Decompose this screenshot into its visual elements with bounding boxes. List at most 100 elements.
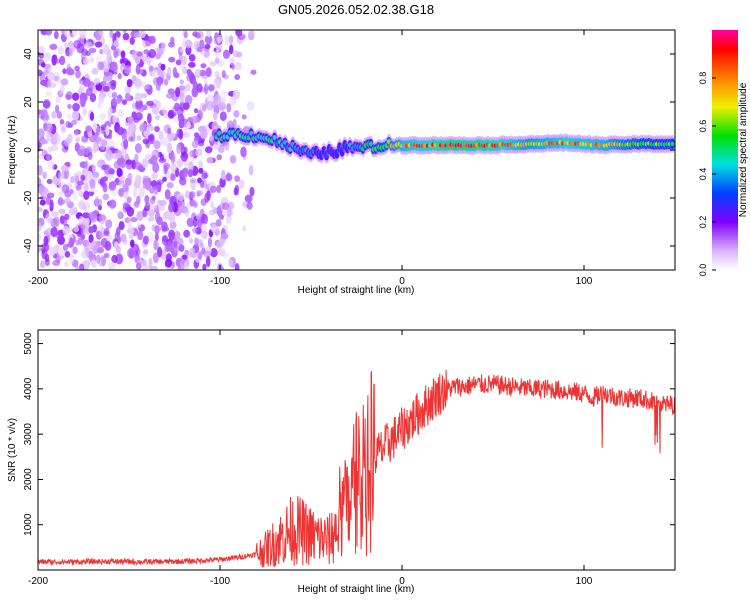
heatmap-noise-cell	[184, 190, 190, 199]
heatmap-noise-cell	[84, 160, 89, 169]
heatmap-noise-cell	[127, 116, 134, 124]
heatmap-noise-cell	[129, 239, 135, 248]
snr-series-line	[38, 369, 675, 568]
heatmap-noise-cell	[60, 84, 65, 94]
heatmap-noise-cell	[43, 69, 49, 76]
heatmap-noise-cell	[173, 72, 180, 79]
heatmap-noise-cell	[170, 153, 176, 164]
heatmap-noise-cell	[38, 232, 41, 243]
heatmap-noise-cell	[189, 150, 196, 158]
heatmap-noise-cell	[168, 56, 176, 63]
x-tick-label: -100	[210, 576, 230, 587]
heatmap-noise-cell	[238, 179, 245, 189]
heatmap-noise-cell	[116, 167, 123, 177]
heatmap-noise-cell	[213, 94, 222, 106]
heatmap-noise-cell	[226, 207, 232, 217]
heatmap-noise-cell	[91, 67, 99, 75]
heatmap-noise-cell	[88, 47, 97, 54]
heatmap-noise-cell	[146, 112, 152, 124]
heatmap-noise-cell	[246, 201, 253, 210]
y-tick-label: 1000	[23, 513, 34, 536]
heatmap-noise-cell	[216, 205, 222, 217]
heatmap-noise-cell	[106, 90, 114, 98]
heatmap-noise-cell	[186, 217, 194, 228]
heatmap-noise-cell	[72, 110, 80, 121]
heatmap-noise-cell	[52, 259, 60, 267]
heatmap-noise-cell	[107, 106, 113, 117]
heatmap-noise-cell	[124, 217, 130, 224]
heatmap-noise-cell	[200, 63, 207, 69]
heatmap-noise-cell	[156, 216, 163, 226]
heatmap-noise-cell	[194, 237, 199, 247]
heatmap-noise-cell	[44, 253, 50, 263]
heatmap-noise-cell	[246, 100, 255, 111]
heatmap-noise-cell	[46, 130, 51, 141]
snr-x-axis-label: Height of straight line (km)	[298, 584, 415, 595]
heatmap-noise-cell	[96, 54, 102, 64]
heatmap-noise-cell	[122, 191, 129, 199]
heatmap-noise-cell	[144, 195, 150, 204]
heatmap-noise-cell	[136, 222, 142, 228]
heatmap-noise-cell	[73, 226, 80, 233]
heatmap-noise-cell	[219, 111, 227, 122]
heatmap-noise-cell	[61, 145, 69, 153]
heatmap-noise-cell	[65, 67, 73, 76]
heatmap-noise-cell	[183, 260, 190, 270]
heatmap-noise-cell	[135, 63, 141, 75]
heatmap-noise-cell	[167, 127, 172, 135]
heatmap-noise-cell	[164, 258, 173, 268]
heatmap-noise-cell	[179, 47, 187, 53]
heatmap-noise-cell	[86, 242, 91, 253]
heatmap-noise-cell	[151, 106, 160, 115]
heatmap-noise-cell	[207, 237, 213, 248]
heatmap-noise-cell	[228, 35, 234, 45]
heatmap-noise-cell	[142, 248, 149, 255]
x-tick-label: 0	[399, 276, 405, 287]
heatmap-noise-cell	[85, 125, 92, 132]
heatmap-noise-cell	[75, 137, 81, 143]
heatmap-noise-cell	[249, 186, 255, 197]
heatmap-noise-cell	[250, 69, 257, 75]
heatmap-noise-cell	[232, 89, 241, 100]
heatmap-noise-cell	[77, 149, 86, 157]
heatmap-noise-cell	[209, 61, 216, 67]
heatmap-noise-cell	[140, 92, 148, 99]
y-tick-label: 40	[23, 48, 34, 60]
heatmap-noise-cell	[170, 163, 178, 172]
heatmap-noise-cell	[62, 225, 70, 236]
heatmap-noise-cell	[154, 126, 160, 133]
heatmap-noise-cell	[229, 155, 237, 164]
colorbar-tick-label: 0.2	[698, 216, 708, 229]
heatmap-noise-cell	[173, 117, 179, 123]
heatmap-noise-cell	[174, 230, 181, 240]
heatmap-noise-cell	[106, 75, 113, 82]
heatmap-noise-cell	[176, 158, 183, 167]
heatmap-noise-cell	[184, 39, 193, 49]
heatmap-noise-cell	[122, 32, 130, 41]
y-tick-label: -40	[23, 238, 34, 253]
heatmap-noise-cell	[38, 177, 41, 186]
colorbar-ticks: 0.0 0.2 0.4 0.6 0.8	[698, 72, 716, 277]
snr-y-axis-label: SNR (10 * v/v)	[7, 418, 18, 482]
heatmap-noise-cell	[147, 216, 155, 222]
heatmap-noise-cell	[212, 111, 218, 121]
heatmap-noise-cell	[144, 202, 151, 210]
heatmap-noise-cell	[111, 153, 117, 159]
heatmap-noise-cell	[126, 78, 133, 88]
heatmap-noise-cell	[92, 142, 98, 154]
heatmap-noise-cell	[216, 36, 222, 45]
heatmap-noise-cell	[94, 41, 103, 48]
heatmap-noise-cell	[88, 226, 94, 234]
colorbar-tick-label: 0.0	[698, 264, 708, 277]
heatmap-noise-cell	[83, 190, 90, 201]
heatmap-noise-cell	[203, 78, 208, 86]
heatmap-noise-cell	[179, 92, 185, 104]
heatmap-noise-cell	[155, 76, 163, 85]
heatmap-noise-cell	[147, 209, 156, 217]
heatmap-noise-cell	[97, 205, 102, 211]
heatmap-noise-cell	[188, 247, 196, 254]
heatmap-noise-cell	[40, 62, 46, 68]
heatmap-noise-cell	[97, 61, 105, 71]
heatmap-noise-cell	[219, 90, 227, 99]
heatmap-noise-cell	[200, 230, 208, 239]
